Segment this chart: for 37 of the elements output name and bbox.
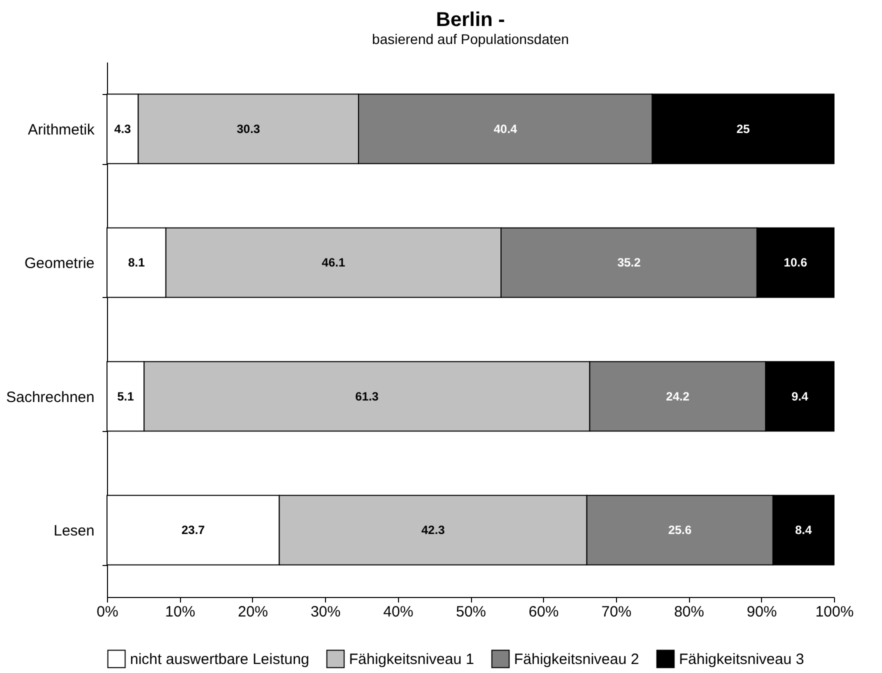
legend-label: Fähigkeitsniveau 2 [514, 650, 640, 668]
data-label: 35.2 [617, 256, 641, 270]
chart-title: Berlin - [436, 9, 505, 31]
data-label: 46.1 [322, 256, 346, 270]
data-label: 40.4 [494, 122, 518, 136]
data-label: 8.4 [795, 523, 812, 538]
data-label: 4.3 [114, 122, 132, 136]
x-tick-label: 20% [238, 604, 268, 620]
data-label: 25 [736, 122, 750, 136]
legend-label: nicht auswertbare Leistung [130, 650, 310, 668]
y-tick-label: Sachrechnen [6, 388, 94, 406]
legend-label: Fähigkeitsniveau 1 [349, 650, 474, 668]
data-label: 8.1 [128, 256, 146, 270]
x-tick-label: 0% [96, 604, 118, 620]
data-label: 10.6 [784, 256, 808, 270]
data-label: 5.1 [117, 389, 134, 404]
data-label: 25.6 [668, 523, 692, 538]
y-tick-label: Lesen [54, 522, 94, 540]
y-tick-label: Arithmetik [28, 121, 95, 138]
chart-subtitle: basierend auf Populationsdaten [372, 31, 569, 47]
x-tick-label: 70% [601, 604, 632, 620]
legend-label: Fähigkeitsniveau 3 [679, 650, 804, 668]
data-label: 24.2 [666, 389, 690, 404]
x-tick-label: 80% [674, 604, 704, 620]
x-tick-label: 90% [746, 604, 777, 620]
x-tick-label: 40% [383, 604, 414, 620]
x-tick-label: 60% [528, 604, 559, 620]
x-tick-label: 100% [815, 604, 854, 620]
data-label: 23.7 [181, 523, 206, 538]
x-tick-label: 50% [456, 604, 486, 620]
x-tick-label: 10% [165, 604, 196, 620]
x-tick-label: 30% [310, 604, 341, 620]
data-label: 61.3 [355, 389, 379, 404]
data-label: 30.3 [236, 122, 260, 136]
y-tick-label: Geometrie [24, 255, 94, 272]
data-label: 9.4 [791, 389, 808, 404]
data-label: 42.3 [421, 523, 446, 538]
